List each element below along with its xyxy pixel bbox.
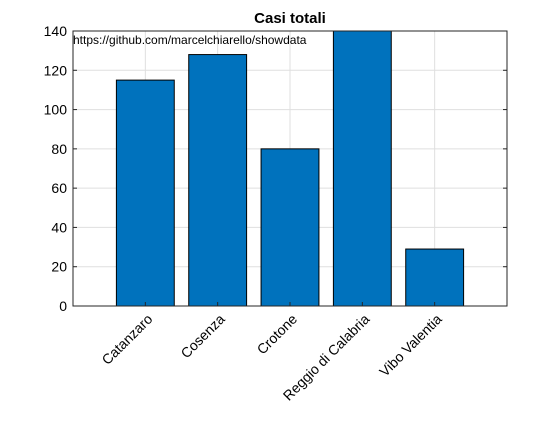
x-tick-label-vibo-valentia: Vibo Valentia: [376, 311, 445, 380]
y-tick-label-5: 100: [44, 102, 68, 118]
x-tick-label-catanzaro: Catanzaro: [98, 311, 155, 368]
bar-vibo-valentia: [405, 248, 465, 307]
bars: [115, 30, 465, 307]
y-tick-label-4: 80: [51, 141, 67, 157]
bar-catanzaro: [115, 79, 175, 307]
y-tick-labels: 0 20 40 60 80 100 120 140: [44, 23, 68, 314]
x-tick-label-cosenza: Cosenza: [177, 311, 228, 362]
x-tick-label-crotone: Crotone: [254, 311, 301, 358]
y-tick-label-7: 140: [44, 23, 68, 39]
bar-cosenza: [188, 54, 248, 307]
y-tick-label-1: 20: [51, 259, 67, 275]
bar-crotone: [260, 148, 320, 307]
source-annotation: https://github.com/marcelchiarello/showd…: [73, 33, 307, 47]
bar-reggio-di-calabria: [332, 30, 392, 307]
y-tick-label-0: 0: [59, 298, 67, 314]
chart-title: Casi totali: [254, 10, 326, 27]
y-tick-label-2: 40: [51, 219, 67, 235]
y-tick-label-6: 120: [44, 62, 68, 78]
axes: [72, 30, 508, 307]
y-tick-label-3: 60: [51, 180, 67, 196]
